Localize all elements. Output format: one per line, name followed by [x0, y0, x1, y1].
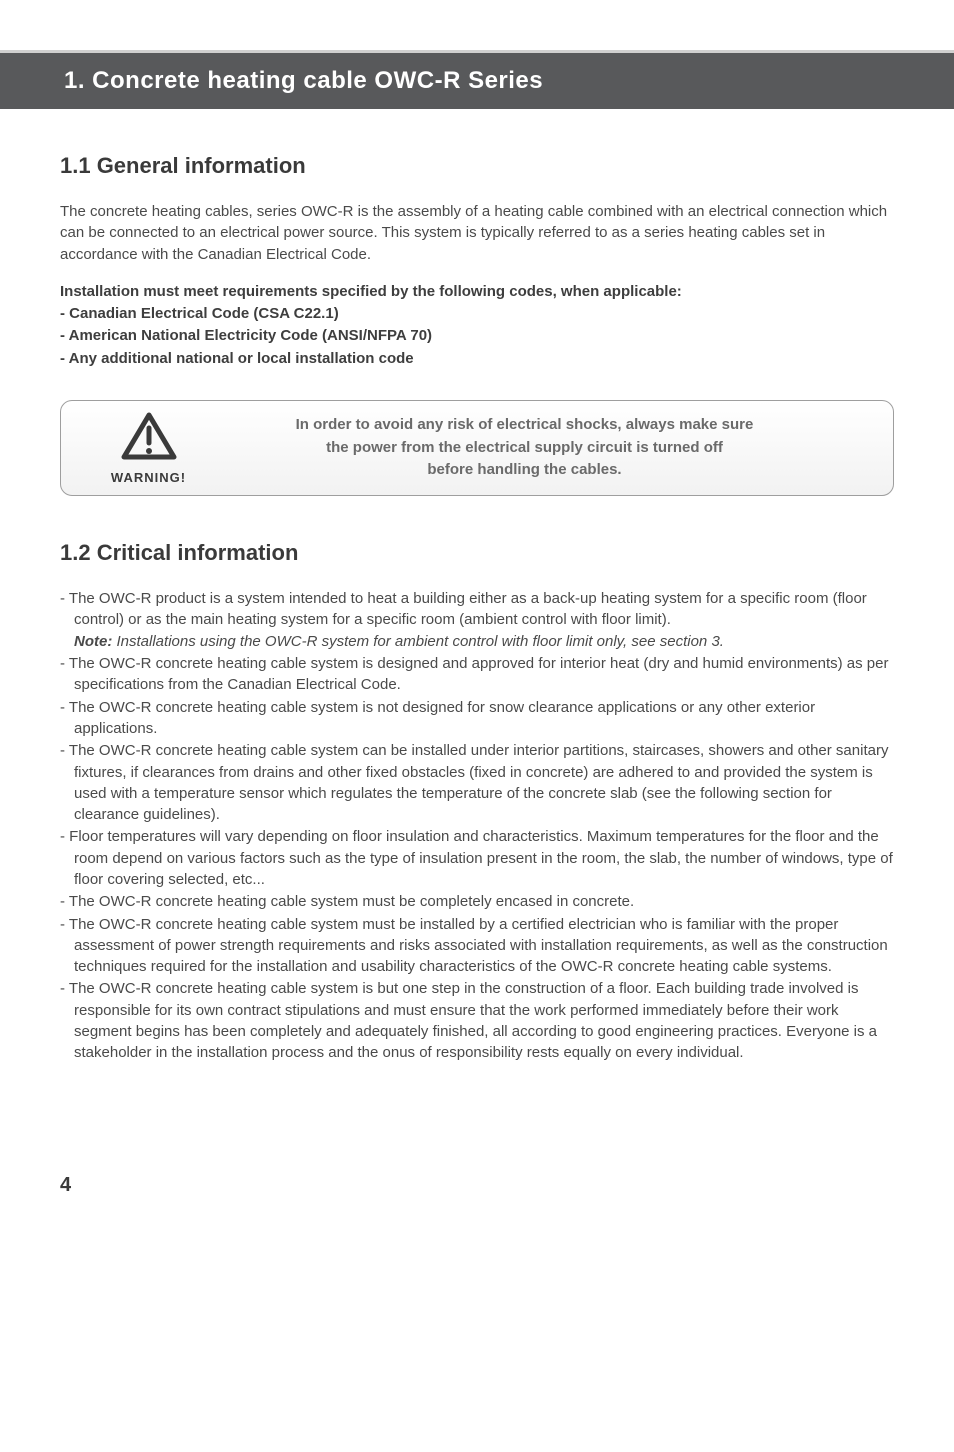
list-item-text: The OWC-R concrete heating cable system …	[69, 655, 889, 693]
critical-info-list: The OWC-R product is a system intended t…	[60, 588, 894, 1064]
chapter-header-band: 1. Concrete heating cable OWC-R Series	[0, 50, 954, 109]
list-item-text: The OWC-R concrete heating cable system …	[69, 916, 888, 976]
warning-callout: WARNING! In order to avoid any risk of e…	[60, 400, 894, 496]
note-text: Installations using the OWC-R system for…	[112, 633, 724, 650]
warning-message: In order to avoid any risk of electrical…	[216, 414, 873, 482]
warning-icon-block: WARNING!	[81, 411, 216, 485]
list-item: The OWC-R concrete heating cable system …	[60, 891, 894, 912]
section-1-2-title: 1.2 Critical information	[60, 540, 894, 566]
list-item-text: The OWC-R concrete heating cable system …	[69, 893, 634, 910]
warning-line-2: the power from the electrical supply cir…	[326, 439, 723, 456]
list-item: The OWC-R concrete heating cable system …	[60, 653, 894, 696]
list-item: The OWC-R concrete heating cable system …	[60, 740, 894, 825]
codes-intro: Installation must meet requirements spec…	[60, 281, 894, 303]
list-item-text: The OWC-R concrete heating cable system …	[69, 742, 889, 823]
code-item: - Canadian Electrical Code (CSA C22.1)	[60, 303, 894, 326]
list-item: The OWC-R concrete heating cable system …	[60, 914, 894, 978]
code-item: - American National Electricity Code (AN…	[60, 325, 894, 348]
note-label: Note:	[74, 633, 112, 650]
warning-line-3: before handling the cables.	[427, 461, 621, 478]
page-container: 1. Concrete heating cable OWC-R Series 1…	[0, 0, 954, 1237]
warning-line-1: In order to avoid any risk of electrical…	[296, 416, 754, 433]
list-item: The OWC-R product is a system intended t…	[60, 588, 894, 652]
list-item-text: Floor temperatures will vary depending o…	[69, 828, 893, 888]
list-item-text: The OWC-R product is a system intended t…	[69, 590, 867, 628]
list-item: Floor temperatures will vary depending o…	[60, 826, 894, 890]
code-item: - Any additional national or local insta…	[60, 348, 894, 371]
warning-triangle-icon	[118, 411, 180, 463]
list-item-text: The OWC-R concrete heating cable system …	[69, 699, 815, 737]
section-1-1-intro: The concrete heating cables, series OWC-…	[60, 201, 894, 265]
page-number: 4	[60, 1174, 894, 1197]
section-1-1-title: 1.1 General information	[60, 153, 894, 179]
list-item: The OWC-R concrete heating cable system …	[60, 697, 894, 740]
list-item: The OWC-R concrete heating cable system …	[60, 978, 894, 1063]
chapter-title: 1. Concrete heating cable OWC-R Series	[20, 67, 934, 95]
codes-list: - Canadian Electrical Code (CSA C22.1) -…	[60, 303, 894, 371]
list-item-text: The OWC-R concrete heating cable system …	[69, 980, 877, 1061]
warning-label-text: WARNING!	[81, 470, 216, 485]
